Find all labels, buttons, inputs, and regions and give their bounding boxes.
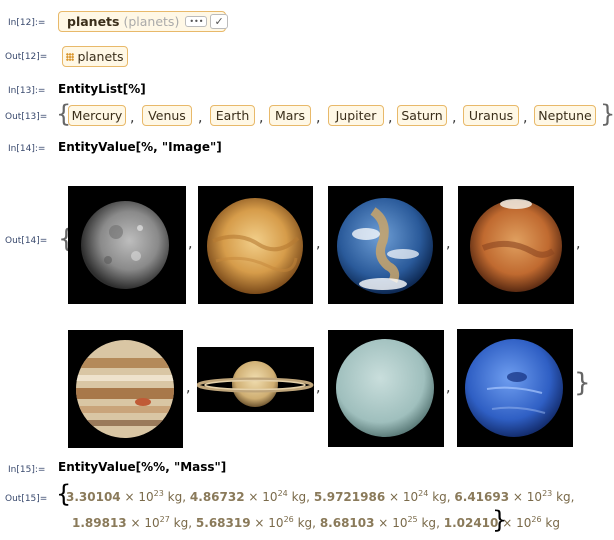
list-comma: , bbox=[259, 110, 264, 126]
image-list-comma: , bbox=[186, 380, 191, 396]
free-form-input-box[interactable]: planets (planets) ••• ✓ bbox=[58, 11, 228, 32]
mass-mercury: 3.30104 × 1023 kg bbox=[66, 489, 183, 505]
output-label-15: Out[15]= bbox=[5, 494, 48, 504]
mass-venus: 4.86732 × 1024 kg bbox=[189, 489, 307, 505]
input-label-12: In[12]:= bbox=[8, 18, 46, 28]
entity-planets[interactable]: planets bbox=[62, 46, 128, 67]
entity-earth-label: Earth bbox=[215, 108, 250, 123]
more-options-button[interactable]: ••• bbox=[185, 16, 208, 27]
entity-grid-icon bbox=[66, 52, 75, 61]
list-comma: , bbox=[198, 110, 203, 126]
entity-uranus[interactable]: Uranus bbox=[463, 105, 519, 126]
list-open-brace: { bbox=[56, 100, 72, 128]
output-label-13: Out[13]= bbox=[5, 112, 48, 122]
image-list-comma: , bbox=[316, 380, 321, 396]
jupiter-image[interactable] bbox=[68, 330, 183, 448]
neptune-image[interactable] bbox=[457, 329, 573, 447]
input-code-13[interactable]: EntityList[%] bbox=[58, 82, 146, 96]
mass-list-open-brace: { bbox=[56, 480, 72, 508]
image-list-comma: , bbox=[188, 236, 193, 252]
entity-earth[interactable]: Earth bbox=[210, 105, 255, 126]
input-entity-hint: (planets) bbox=[123, 14, 180, 29]
saturn-image[interactable] bbox=[197, 347, 314, 412]
entity-venus[interactable]: Venus bbox=[142, 105, 192, 126]
output-label-12: Out[12]= bbox=[5, 52, 48, 62]
entity-saturn[interactable]: Saturn bbox=[397, 105, 447, 126]
entity-mercury-label: Mercury bbox=[71, 108, 123, 123]
list-comma: , bbox=[452, 110, 457, 126]
entity-saturn-label: Saturn bbox=[401, 108, 443, 123]
mass-saturn: 5.68319 × 1026 kg bbox=[195, 515, 313, 531]
venus-image[interactable] bbox=[198, 186, 313, 304]
mass-jupiter: 1.89813 × 1027 kg bbox=[72, 515, 189, 531]
entity-planets-label: planets bbox=[77, 49, 124, 64]
entity-jupiter[interactable]: Jupiter bbox=[328, 105, 384, 126]
input-label-13: In[13]:= bbox=[8, 86, 46, 96]
mercury-image[interactable] bbox=[68, 186, 186, 304]
mass-uranus: 8.68103 × 1025 kg bbox=[319, 515, 437, 531]
image-list-close-brace: } bbox=[574, 368, 591, 398]
input-label-15: In[15]:= bbox=[8, 465, 46, 475]
entity-neptune[interactable]: Neptune bbox=[534, 105, 596, 126]
earth-image[interactable] bbox=[328, 186, 443, 304]
mass-row-2: 1.89813 × 1027 kg, 5.68319 × 1026 kg, 8.… bbox=[72, 515, 560, 531]
image-list-comma: , bbox=[446, 236, 451, 252]
uranus-image[interactable] bbox=[328, 330, 444, 447]
list-comma: , bbox=[523, 110, 528, 126]
mars-image[interactable] bbox=[458, 186, 574, 304]
entity-uranus-label: Uranus bbox=[468, 108, 514, 123]
list-comma: , bbox=[316, 110, 321, 126]
input-label-14: In[14]:= bbox=[8, 144, 46, 154]
image-list-comma: , bbox=[316, 236, 321, 252]
entity-mercury[interactable]: Mercury bbox=[68, 105, 126, 126]
mass-neptune: 1.02410 × 1026 kg bbox=[443, 515, 560, 531]
image-list-comma: , bbox=[446, 380, 451, 396]
input-entity-text: planets bbox=[67, 14, 120, 29]
mass-list-close-brace: } bbox=[492, 506, 508, 534]
mass-earth: 5.9721986 × 1024 kg bbox=[313, 489, 447, 505]
input-code-14[interactable]: EntityValue[%, "Image"] bbox=[58, 140, 222, 154]
entity-venus-label: Venus bbox=[148, 108, 186, 123]
entity-jupiter-label: Jupiter bbox=[335, 108, 377, 123]
output-label-14: Out[14]= bbox=[5, 236, 48, 246]
mass-row-1: 3.30104 × 1023 kg, 4.86732 × 1024 kg, 5.… bbox=[66, 489, 575, 505]
image-list-comma: , bbox=[576, 236, 581, 252]
entity-mars[interactable]: Mars bbox=[269, 105, 311, 126]
mass-mars: 6.41693 × 1023 kg bbox=[454, 489, 571, 505]
list-comma: , bbox=[388, 110, 393, 126]
list-comma: , bbox=[130, 110, 135, 126]
list-close-brace: } bbox=[600, 100, 614, 128]
entity-mars-label: Mars bbox=[274, 108, 306, 123]
entity-neptune-label: Neptune bbox=[538, 108, 592, 123]
input-code-15[interactable]: EntityValue[%%, "Mass"] bbox=[58, 460, 227, 474]
accept-check-button[interactable]: ✓ bbox=[210, 14, 228, 29]
